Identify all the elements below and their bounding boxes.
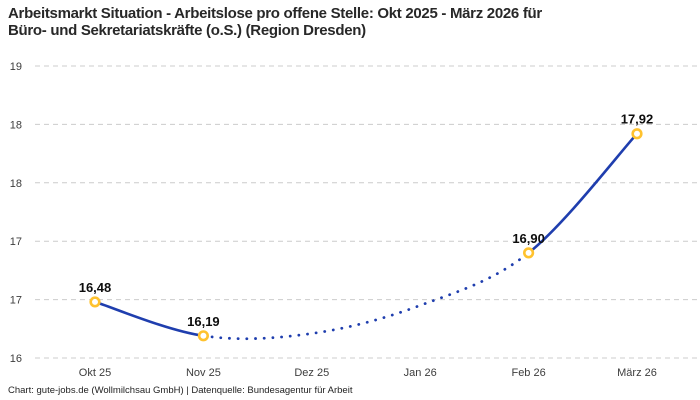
y-axis-tick-label: 17 <box>10 236 22 248</box>
data-point-value-label: 16,19 <box>187 314 220 329</box>
data-point-labels: 16,48 16,19 16,90 17,92 <box>79 112 654 329</box>
chart-title-line1: Arbeitsmarkt Situation - Arbeitslose pro… <box>8 5 542 22</box>
x-axis-tick-label: Okt 25 <box>79 367 111 379</box>
gridlines <box>35 65 698 359</box>
x-axis-tick-label: Nov 25 <box>186 367 221 379</box>
y-axis-tick-label: 18 <box>10 178 22 190</box>
x-axis-tick-label: März 26 <box>617 367 657 379</box>
x-axis-tick-label: Jan 26 <box>404 367 437 379</box>
data-point-markers <box>89 128 643 342</box>
data-series <box>93 132 639 341</box>
attribution-footer: Chart: gute-jobs.de (Wollmilchsau GmbH) … <box>8 385 353 396</box>
data-point-marker <box>631 128 643 140</box>
y-axis-tick-label: 16 <box>10 353 22 365</box>
data-point-value-label: 17,92 <box>621 112 654 127</box>
x-axis-tick-label: Feb 26 <box>511 367 545 379</box>
series-line-solid <box>527 132 639 255</box>
series-line-solid <box>93 300 205 338</box>
data-point-marker <box>89 296 101 308</box>
data-point-marker <box>197 330 209 342</box>
data-point-value-label: 16,48 <box>79 280 112 295</box>
series-line-dotted <box>202 251 530 341</box>
x-axis-tick-label: Dez 25 <box>294 367 329 379</box>
data-point-marker <box>522 247 535 259</box>
y-axis-tick-label: 17 <box>10 295 22 307</box>
chart-title-line2: Büro- und Sekretariatskräfte (o.S.) (Reg… <box>8 22 366 39</box>
data-point-value-label: 16,90 <box>512 231 545 246</box>
chart-title: Arbeitsmarkt Situation - Arbeitslose pro… <box>8 5 542 39</box>
y-axis-tick-label: 19 <box>10 61 22 73</box>
axis-labels: 19 18 18 17 17 16 Okt 25 Nov 25 Dez 25 Jan 26 Feb … <box>10 61 657 379</box>
y-axis-tick-label: 18 <box>10 119 22 131</box>
